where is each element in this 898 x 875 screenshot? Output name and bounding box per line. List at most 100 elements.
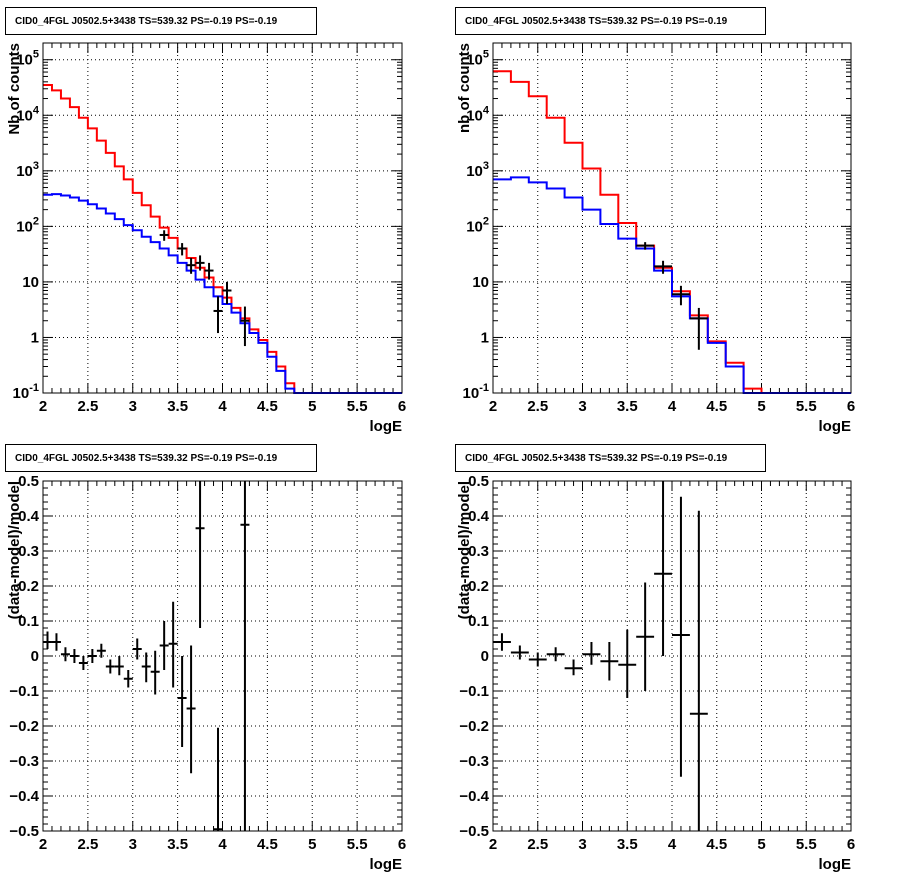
x-tick-labels: 2 2.5 3 3.5 4 4.5 5 5.5 6 [39, 836, 406, 853]
x-tick-label: 4.5 [706, 398, 727, 415]
y-axis-title: (data-model)/model [456, 481, 473, 619]
chart-panel-2: CID0_4FGL J0502.5+3438 TS=539.32 PS=-0.1… [455, 7, 855, 435]
y-tick-label: 0.2 [18, 578, 39, 595]
x-tick-label: 5.5 [347, 836, 368, 853]
x-tick-label: 3.5 [617, 836, 638, 853]
x-tick-label: 4 [668, 398, 677, 415]
x-tick-label: 2 [39, 398, 47, 415]
x-tick-label: 5 [308, 836, 316, 853]
y-tick-label: 104 [16, 104, 40, 124]
data-point [96, 643, 106, 658]
data-point [132, 638, 142, 660]
data-point [87, 649, 97, 663]
x-tick-label: 6 [398, 836, 406, 853]
data-point [672, 496, 690, 777]
title-box [455, 7, 766, 35]
x-tick-label: 3 [129, 836, 137, 853]
data-point [159, 230, 169, 241]
y-tick-label: 0.4 [468, 508, 490, 525]
y-tick-label: 0.2 [468, 578, 489, 595]
y-axis-title: Nb of counts [6, 43, 23, 135]
data-point [546, 647, 565, 662]
x-tick-label: 5.5 [347, 398, 368, 415]
y-axis-title: (data-model)/model [6, 481, 23, 619]
y-tick-label: 10 [472, 274, 489, 291]
data-point [159, 621, 169, 670]
y-tick-label: 0 [31, 648, 39, 665]
y-tick-label: −0.2 [459, 718, 489, 735]
x-tick-label: 5.5 [796, 398, 817, 415]
y-tick-labels: 10-1 1 10 102 103 104 105 [463, 49, 490, 402]
data-point [689, 307, 708, 350]
chart-title: CID0_4FGL J0502.5+3438 TS=539.32 PS=-0.1… [15, 16, 278, 27]
x-axis-title: logE [819, 418, 852, 435]
x-tick-label: 4 [668, 836, 677, 853]
chart-title: CID0_4FGL J0502.5+3438 TS=539.32 PS=-0.1… [465, 453, 728, 464]
x-tick-label: 2.5 [527, 398, 548, 415]
x-tick-label: 5 [308, 398, 316, 415]
y-tick-label: −0.5 [9, 823, 39, 840]
y-tick-label: 1 [481, 329, 489, 346]
x-tick-label: 3.5 [617, 398, 638, 415]
data-point [636, 242, 655, 250]
y-tick-label: 0.1 [468, 613, 489, 630]
y-tick-label: −0.3 [9, 753, 39, 770]
data-point [240, 481, 250, 831]
x-tick-label: 3 [578, 836, 586, 853]
x-tick-labels: 2 2.5 3 3.5 4 4.5 5 5.5 6 [39, 398, 406, 415]
data-point [510, 645, 529, 660]
x-tick-label: 2.5 [77, 836, 98, 853]
y-tick-label: −0.5 [459, 823, 489, 840]
y-tick-label: 105 [466, 49, 489, 69]
data-point [186, 645, 196, 774]
data-point [51, 633, 61, 651]
x-tick-label: 2 [39, 836, 47, 853]
data-point [493, 633, 511, 651]
chart-panel-4: CID0_4FGL J0502.5+3438 TS=539.32 PS=-0.1… [455, 444, 855, 873]
y-tick-label: 10-1 [13, 382, 39, 402]
data-point [69, 649, 79, 663]
plot-frame [492, 42, 852, 394]
x-tick-label: 2 [489, 398, 497, 415]
chart-title: CID0_4FGL J0502.5+3438 TS=539.32 PS=-0.1… [15, 453, 278, 464]
data-point [528, 652, 547, 667]
data-point [177, 243, 187, 256]
data-point [213, 296, 223, 334]
x-tick-label: 3.5 [167, 836, 188, 853]
y-tick-label: 0.3 [18, 543, 39, 560]
y-tick-label: 104 [466, 104, 490, 124]
data-point [114, 656, 124, 676]
x-tick-label: 2.5 [77, 398, 98, 415]
y-tick-label: 0.1 [18, 613, 39, 630]
x-tick-label: 6 [847, 398, 855, 415]
y-tick-label: −0.3 [459, 753, 489, 770]
y-tick-label: 0 [481, 648, 489, 665]
y-tick-label: 1 [31, 329, 39, 346]
x-tick-label: 4 [218, 398, 227, 415]
y-tick-labels: −0.5 −0.4 −0.3 −0.2 −0.1 0 0.1 0.2 0.3 0.4 0.5 [9, 473, 39, 840]
y-tick-label: 0.5 [18, 473, 39, 490]
y-tick-label: 10-1 [463, 382, 489, 402]
data-point [654, 260, 672, 274]
data-point [240, 306, 250, 347]
data-point [618, 629, 637, 698]
chart-title: CID0_4FGL J0502.5+3438 TS=539.32 PS=-0.1… [465, 16, 728, 27]
data-point [689, 510, 708, 831]
x-axis-title: logE [370, 856, 403, 873]
data-point [204, 262, 214, 280]
y-tick-label: 102 [16, 215, 39, 235]
x-tick-label: 3 [578, 398, 586, 415]
y-tick-label: 0.3 [468, 543, 489, 560]
plot-frame [492, 480, 852, 832]
x-axis-title: logE [370, 418, 403, 435]
y-tick-label: −0.1 [459, 683, 489, 700]
y-tick-labels: −0.5 −0.4 −0.3 −0.2 −0.1 0 0.1 0.2 0.3 0.4 0.5 [459, 473, 489, 840]
data-point [168, 601, 178, 688]
data-point [150, 650, 160, 695]
data-point [213, 727, 223, 831]
data-point [177, 656, 187, 747]
y-tick-labels: 10-1 1 10 102 103 104 105 [13, 49, 40, 402]
y-tick-label: 103 [466, 160, 489, 180]
title-box [5, 7, 317, 35]
